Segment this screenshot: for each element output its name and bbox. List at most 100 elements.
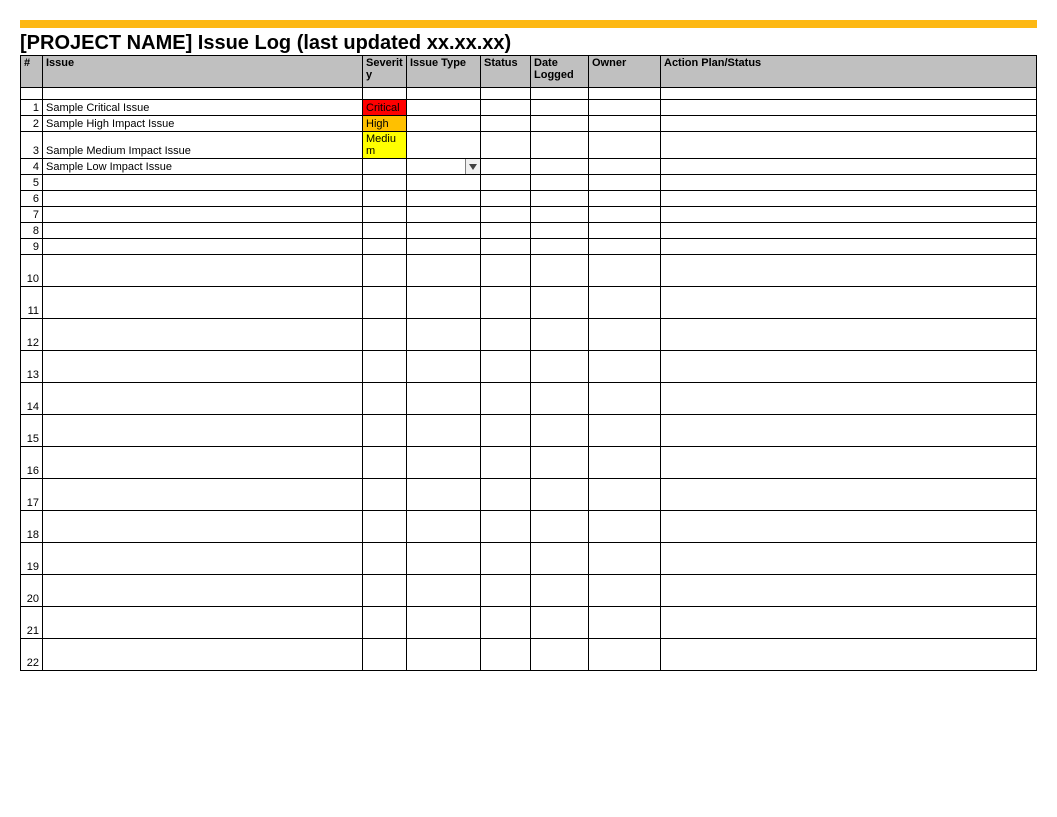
col-header-owner[interactable]: Owner [589, 56, 661, 88]
cell-action[interactable] [661, 191, 1037, 207]
cell-date[interactable] [531, 575, 589, 607]
cell-date[interactable] [531, 116, 589, 132]
cell-status[interactable] [481, 575, 531, 607]
cell-issue[interactable] [43, 255, 363, 287]
cell-type[interactable] [407, 511, 481, 543]
cell-issue[interactable] [43, 543, 363, 575]
dropdown-button[interactable] [465, 159, 481, 175]
cell-severity[interactable] [363, 575, 407, 607]
cell-date[interactable] [531, 191, 589, 207]
cell-status[interactable] [481, 319, 531, 351]
cell-action[interactable] [661, 479, 1037, 511]
col-header-action[interactable]: Action Plan/Status [661, 56, 1037, 88]
cell-owner[interactable] [589, 575, 661, 607]
cell-status[interactable] [481, 447, 531, 479]
cell-owner[interactable] [589, 479, 661, 511]
cell-status[interactable] [481, 511, 531, 543]
cell-severity[interactable] [363, 239, 407, 255]
cell-owner[interactable] [589, 116, 661, 132]
col-header-severity[interactable]: Severity [363, 56, 407, 88]
cell-owner[interactable] [589, 175, 661, 191]
cell-issue[interactable] [43, 607, 363, 639]
cell-date[interactable] [531, 383, 589, 415]
cell-owner[interactable] [589, 223, 661, 239]
cell-owner[interactable] [589, 511, 661, 543]
cell-status[interactable] [481, 383, 531, 415]
cell-action[interactable] [661, 575, 1037, 607]
cell-type[interactable] [407, 132, 481, 159]
cell-type[interactable] [407, 175, 481, 191]
cell-date[interactable] [531, 239, 589, 255]
cell-owner[interactable] [589, 255, 661, 287]
cell-type[interactable] [407, 100, 481, 116]
cell-owner[interactable] [589, 447, 661, 479]
cell-owner[interactable] [589, 415, 661, 447]
cell-type[interactable] [407, 415, 481, 447]
cell-issue[interactable] [43, 511, 363, 543]
cell-status[interactable] [481, 100, 531, 116]
cell-severity[interactable]: Critical [363, 100, 407, 116]
cell-severity[interactable] [363, 351, 407, 383]
cell-severity[interactable] [363, 639, 407, 671]
col-header-issue[interactable]: Issue [43, 56, 363, 88]
cell-severity[interactable]: Medium [363, 132, 407, 159]
col-header-status[interactable]: Status [481, 56, 531, 88]
cell-severity[interactable] [363, 543, 407, 575]
cell-owner[interactable] [589, 607, 661, 639]
cell-owner[interactable] [589, 207, 661, 223]
cell-owner[interactable] [589, 543, 661, 575]
cell-severity[interactable] [363, 607, 407, 639]
cell-date[interactable] [531, 159, 589, 175]
cell-owner[interactable] [589, 383, 661, 415]
cell-num[interactable]: 15 [21, 415, 43, 447]
col-header-date[interactable]: Date Logged [531, 56, 589, 88]
cell-date[interactable] [531, 223, 589, 239]
cell-severity[interactable] [363, 255, 407, 287]
cell-severity[interactable] [363, 319, 407, 351]
cell-owner[interactable] [589, 191, 661, 207]
cell-action[interactable] [661, 383, 1037, 415]
cell-date[interactable] [531, 479, 589, 511]
cell-type[interactable] [407, 383, 481, 415]
cell-status[interactable] [481, 191, 531, 207]
cell-severity[interactable] [363, 415, 407, 447]
cell-status[interactable] [481, 239, 531, 255]
cell-date[interactable] [531, 255, 589, 287]
cell-status[interactable] [481, 132, 531, 159]
cell-action[interactable] [661, 511, 1037, 543]
cell-status[interactable] [481, 255, 531, 287]
col-header-type[interactable]: Issue Type [407, 56, 481, 88]
cell-action[interactable] [661, 319, 1037, 351]
cell-issue[interactable] [43, 639, 363, 671]
cell-num[interactable]: 20 [21, 575, 43, 607]
cell-action[interactable] [661, 351, 1037, 383]
cell-issue[interactable] [43, 351, 363, 383]
cell-issue[interactable]: Sample Medium Impact Issue [43, 132, 363, 159]
cell-num[interactable]: 5 [21, 175, 43, 191]
cell-date[interactable] [531, 175, 589, 191]
cell-action[interactable] [661, 239, 1037, 255]
cell-num[interactable]: 10 [21, 255, 43, 287]
cell-issue[interactable] [43, 239, 363, 255]
cell-severity[interactable] [363, 479, 407, 511]
cell-action[interactable] [661, 223, 1037, 239]
cell-num[interactable]: 9 [21, 239, 43, 255]
cell-owner[interactable] [589, 287, 661, 319]
cell-type[interactable] [407, 479, 481, 511]
cell-status[interactable] [481, 175, 531, 191]
cell-severity[interactable] [363, 447, 407, 479]
cell-action[interactable] [661, 287, 1037, 319]
cell-type[interactable] [407, 319, 481, 351]
cell-issue[interactable] [43, 223, 363, 239]
cell-date[interactable] [531, 287, 589, 319]
cell-action[interactable] [661, 175, 1037, 191]
cell-status[interactable] [481, 639, 531, 671]
cell-num[interactable]: 13 [21, 351, 43, 383]
cell-action[interactable] [661, 255, 1037, 287]
cell-severity[interactable] [363, 287, 407, 319]
cell-status[interactable] [481, 415, 531, 447]
cell-type[interactable] [407, 239, 481, 255]
cell-date[interactable] [531, 132, 589, 159]
cell-num[interactable]: 2 [21, 116, 43, 132]
cell-owner[interactable] [589, 639, 661, 671]
